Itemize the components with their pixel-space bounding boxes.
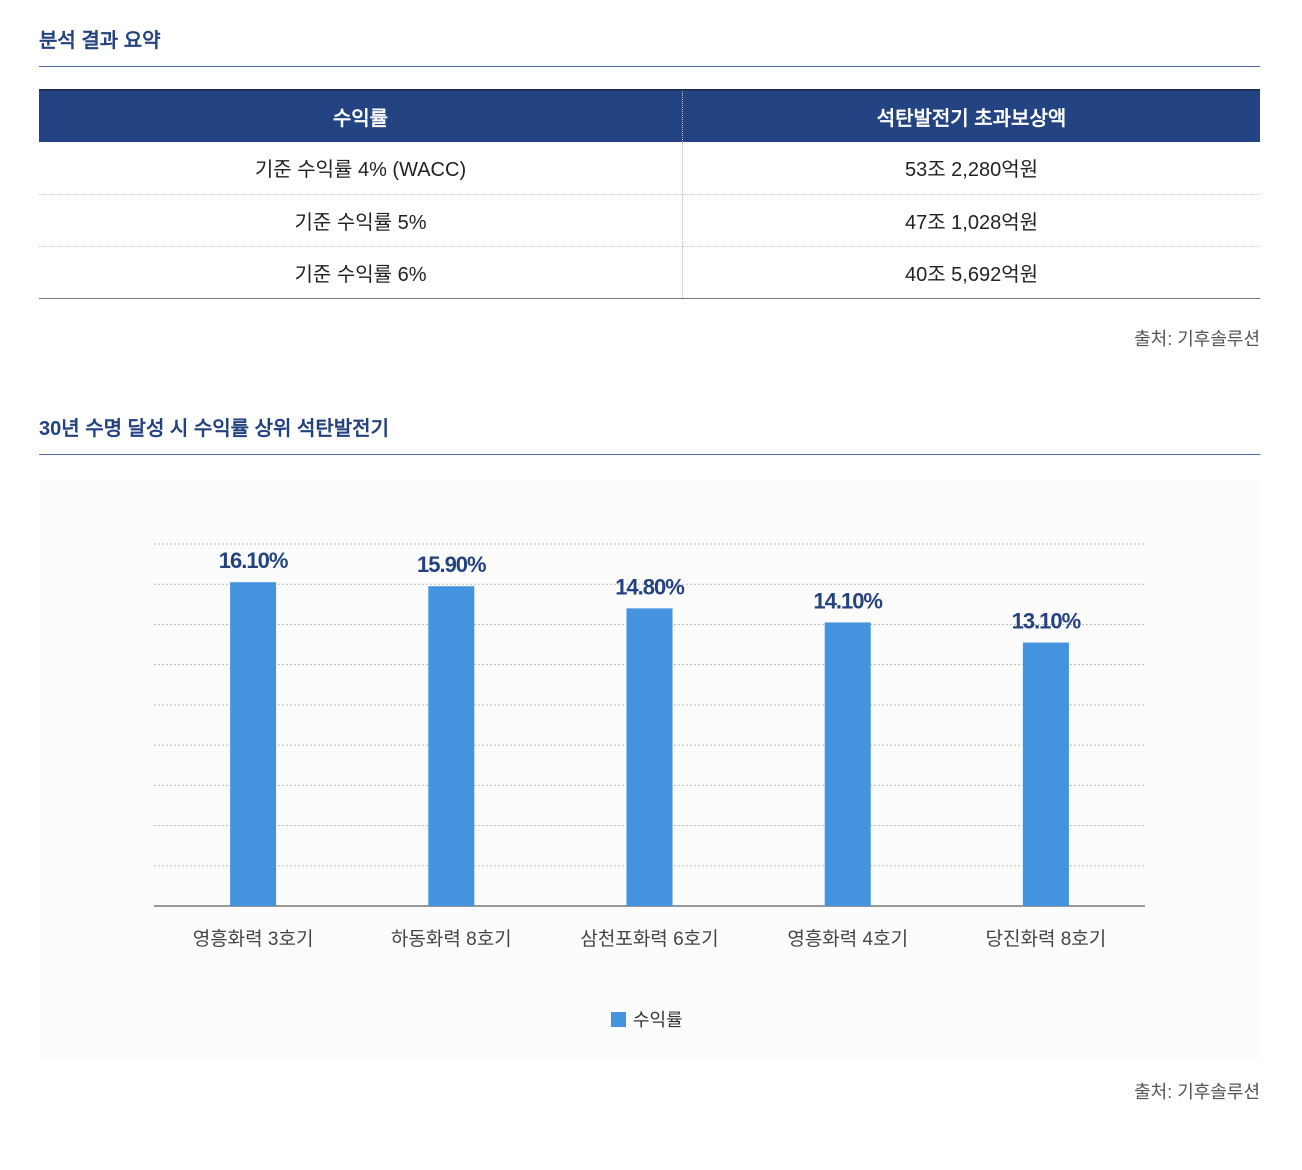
header-compensation: 석탄발전기 초과보상액	[681, 89, 1260, 142]
summary-table: 수익률 석탄발전기 초과보상액 기준 수익률 4% (WACC) 53조 2,28…	[39, 89, 1260, 299]
data-label: 15.90%	[417, 552, 486, 577]
chart-title: 30년 수명 달성 시 수익률 상위 석탄발전기	[39, 418, 389, 440]
cell: 47조 1,028억원	[681, 194, 1260, 247]
x-tick-label: 하동화력 8호기	[391, 928, 512, 950]
cell: 기준 수익률 6%	[39, 246, 683, 299]
legend: 수익률	[611, 1006, 683, 1032]
cell: 기준 수익률 4% (WACC)	[39, 142, 683, 195]
bar	[1022, 642, 1069, 906]
table-row: 기준 수익률 4% (WACC) 53조 2,280억원	[39, 142, 1260, 195]
data-label: 13.10%	[1012, 609, 1081, 634]
x-tick-label: 영흥화력 3호기	[193, 928, 314, 950]
divider	[39, 66, 1260, 67]
data-label: 14.10%	[813, 588, 882, 613]
x-tick-label: 삼천포화력 6호기	[580, 928, 718, 950]
cell: 40조 5,692억원	[681, 246, 1260, 299]
bar	[824, 622, 871, 906]
header-return: 수익률	[39, 89, 683, 142]
bar	[626, 608, 673, 906]
bar	[230, 582, 277, 906]
table-source: 출처: 기후솔루션	[1134, 329, 1260, 349]
legend-label: 수익률	[633, 1010, 683, 1030]
x-tick-label: 영흥화력 4호기	[787, 928, 908, 950]
data-label: 14.80%	[615, 574, 684, 599]
cell: 기준 수익률 5%	[39, 194, 683, 247]
table-row: 기준 수익률 5% 47조 1,028억원	[39, 194, 1260, 247]
table-row: 기준 수익률 6% 40조 5,692억원	[39, 246, 1260, 299]
data-label: 16.10%	[219, 548, 288, 573]
summary-title: 분석 결과 요약	[39, 30, 161, 52]
x-tick-label: 당진화력 8호기	[986, 928, 1107, 950]
divider	[39, 454, 1260, 455]
legend-swatch	[611, 1011, 626, 1027]
chart-source: 출처: 기후솔루션	[1134, 1082, 1260, 1102]
bar	[428, 586, 475, 906]
cell: 53조 2,280억원	[681, 142, 1260, 195]
